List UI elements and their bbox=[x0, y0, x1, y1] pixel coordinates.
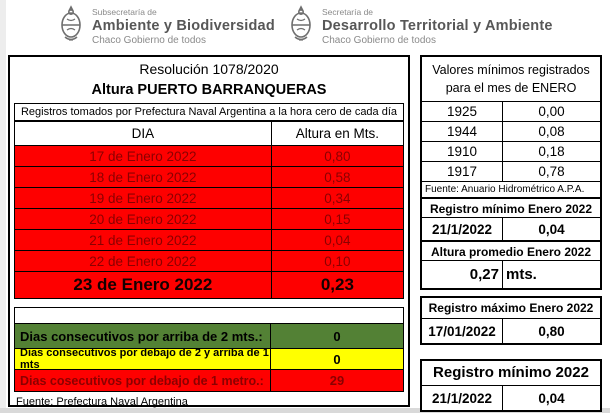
promedio-value: 0,27 bbox=[422, 261, 503, 288]
row-value: 0,10 bbox=[270, 250, 405, 272]
max-enero-title: Registro máximo Enero 2022 bbox=[428, 301, 594, 315]
chaco-crest-icon bbox=[57, 4, 85, 49]
table-row: 22 de Enero 2022 0,10 bbox=[14, 250, 405, 272]
value-cell: 0,00 bbox=[538, 104, 565, 119]
row-value: 0,23 bbox=[270, 271, 405, 299]
value-cell: 0,04 bbox=[538, 221, 565, 237]
minimum-year-row: 1917 0,78 bbox=[422, 161, 600, 181]
max-enero-row: 17/01/2022 0,80 bbox=[422, 318, 600, 343]
summary-row-below-1m: Dias cosecutivos por debajo de 1 metro.:… bbox=[15, 370, 403, 391]
year-cell: 1925 bbox=[422, 102, 503, 121]
date-cell: 21/1/2022 bbox=[422, 218, 503, 240]
summary-label: Dias cosecutivos por debajo de 1 metro.: bbox=[15, 370, 272, 391]
value-cell: 0,80 bbox=[538, 323, 565, 339]
minimums-box: Valores mínimos registrados para el mes … bbox=[420, 55, 602, 290]
row-date: 19 de Enero 2022 bbox=[14, 187, 272, 209]
left-logo-title: Ambiente y Biodiversidad bbox=[92, 17, 275, 34]
right-logo-title: Desarrollo Territorial y Ambiente bbox=[322, 17, 553, 34]
row-date: 18 de Enero 2022 bbox=[14, 166, 272, 188]
row-date: 23 de Enero 2022 bbox=[14, 271, 272, 299]
min-2022-title: Registro mínimo 2022 bbox=[433, 364, 589, 381]
min-enero-title: Registro mínimo Enero 2022 bbox=[422, 197, 600, 217]
minimum-year-row: 1925 0,00 bbox=[422, 101, 600, 121]
value-cell: 0,18 bbox=[538, 144, 565, 159]
promedio-row: 0,27 mts. bbox=[422, 260, 600, 288]
table-header-row: DIA Altura en Mts. bbox=[14, 121, 405, 146]
summary-value: 29 bbox=[329, 373, 345, 388]
row-value: 0,04 bbox=[270, 229, 405, 251]
summary-value: 0 bbox=[333, 351, 341, 367]
summary-label: Dias consecutivos por arriba de 2 mts.: bbox=[15, 324, 272, 348]
row-date: 22 de Enero 2022 bbox=[14, 250, 272, 272]
summary-value: 0 bbox=[333, 328, 341, 344]
summary-row-between-1-2m: Dias consecutivos por debajo de 2 y arri… bbox=[15, 347, 403, 371]
date-cell: 17/01/2022 bbox=[422, 319, 503, 343]
logo-desarrollo: Secretaría de Desarrollo Territorial y A… bbox=[287, 4, 553, 49]
promedio-unit: mts. bbox=[505, 266, 537, 283]
records-note: Registros tomados por Prefectura Naval A… bbox=[14, 103, 404, 121]
right-logo-small-text: Secretaría de bbox=[322, 6, 374, 17]
logo-ambiente: Subsecretaría de Ambiente y Biodiversida… bbox=[57, 4, 275, 49]
source-prefectura: Fuente: Prefectura Naval Argentina bbox=[16, 396, 188, 408]
row-date: 21 de Enero 2022 bbox=[14, 229, 272, 251]
date-cell: 21/1/2022 bbox=[422, 386, 503, 410]
value-cell: 0,78 bbox=[538, 164, 565, 179]
resolution-title: Resolución 1078/2020 bbox=[139, 61, 279, 77]
left-logo-small-text: Subsecretaría de bbox=[92, 6, 157, 17]
table-row: 18 de Enero 2022 0,58 bbox=[14, 166, 405, 188]
value-cell: 0,04 bbox=[538, 390, 565, 406]
row-value: 0,15 bbox=[270, 208, 405, 230]
min-2022-box: Registro mínimo 2022 21/1/2022 0,04 bbox=[420, 359, 602, 412]
promedio-title: Altura promedio Enero 2022 bbox=[422, 240, 600, 260]
table-row: 21 de Enero 2022 0,04 bbox=[14, 229, 405, 251]
minimums-title-line1: Valores mínimos registrados bbox=[432, 63, 590, 77]
consecutive-days-box: Dias consecutivos por arriba de 2 mts.: … bbox=[14, 307, 404, 392]
minimums-title-line2: para el mes de ENERO bbox=[445, 81, 577, 95]
row-date: 17 de Enero 2022 bbox=[14, 145, 272, 167]
chaco-crest-icon bbox=[287, 4, 315, 49]
page-edge-bottom bbox=[0, 408, 610, 413]
column-header-day: DIA bbox=[14, 121, 272, 146]
minimum-year-row: 1910 0,18 bbox=[422, 141, 600, 161]
blank-row bbox=[15, 308, 403, 324]
min-enero-row: 21/1/2022 0,04 bbox=[422, 217, 600, 240]
row-value: 0,34 bbox=[270, 187, 405, 209]
minimum-year-row: 1944 0,08 bbox=[422, 121, 600, 141]
table-row: 19 de Enero 2022 0,34 bbox=[14, 187, 405, 209]
source-anuario: Fuente: Anuario Hidrométrico A.P.A. bbox=[422, 181, 600, 197]
value-cell: 0,08 bbox=[538, 124, 565, 139]
year-cell: 1910 bbox=[422, 142, 503, 161]
row-date: 20 de Enero 2022 bbox=[14, 208, 272, 230]
row-value: 0,80 bbox=[270, 145, 405, 167]
max-enero-box: Registro máximo Enero 2022 17/01/2022 0,… bbox=[420, 296, 602, 345]
row-value: 0,58 bbox=[270, 166, 405, 188]
daily-heights-table: DIA Altura en Mts. 17 de Enero 2022 0,80… bbox=[14, 121, 405, 299]
year-cell: 1917 bbox=[422, 162, 503, 181]
summary-label: Dias consecutivos por debajo de 2 y arri… bbox=[15, 347, 272, 371]
page-title: Altura PUERTO BARRANQUERAS bbox=[91, 82, 327, 98]
table-row-current-day: 23 de Enero 2022 0,23 bbox=[14, 271, 405, 299]
table-row: 20 de Enero 2022 0,15 bbox=[14, 208, 405, 230]
column-header-height: Altura en Mts. bbox=[270, 121, 405, 146]
min-2022-row: 21/1/2022 0,04 bbox=[422, 385, 600, 410]
summary-row-above-2m: Dias consecutivos por arriba de 2 mts.: … bbox=[15, 324, 403, 349]
right-logo-subtitle: Chaco Gobierno de todos bbox=[322, 34, 436, 46]
resolution-panel: Resolución 1078/2020 Altura PUERTO BARRA… bbox=[8, 55, 410, 408]
year-cell: 1944 bbox=[422, 122, 503, 141]
minimums-title: Valores mínimos registrados para el mes … bbox=[422, 57, 600, 101]
page-edge-left bbox=[0, 0, 6, 413]
left-logo-subtitle: Chaco Gobierno de todos bbox=[92, 34, 206, 46]
table-row: 17 de Enero 2022 0,80 bbox=[14, 145, 405, 167]
